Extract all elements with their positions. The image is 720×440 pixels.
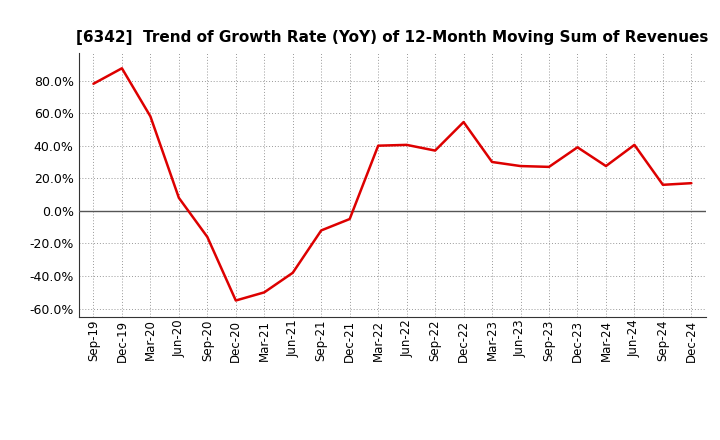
Title: [6342]  Trend of Growth Rate (YoY) of 12-Month Moving Sum of Revenues: [6342] Trend of Growth Rate (YoY) of 12-… — [76, 29, 708, 45]
